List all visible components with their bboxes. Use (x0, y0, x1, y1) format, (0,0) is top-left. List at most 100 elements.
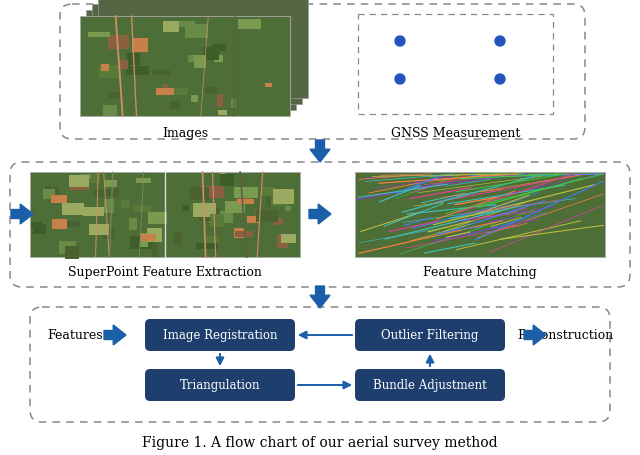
FancyBboxPatch shape (136, 179, 151, 184)
FancyBboxPatch shape (214, 56, 223, 63)
FancyBboxPatch shape (132, 39, 148, 53)
FancyBboxPatch shape (81, 175, 91, 179)
FancyBboxPatch shape (103, 229, 113, 239)
FancyBboxPatch shape (80, 17, 290, 117)
Circle shape (495, 37, 505, 47)
FancyBboxPatch shape (30, 172, 165, 258)
FancyBboxPatch shape (44, 190, 56, 199)
FancyBboxPatch shape (163, 22, 179, 33)
FancyBboxPatch shape (156, 89, 177, 96)
Text: Outlier Filtering: Outlier Filtering (381, 329, 479, 342)
Polygon shape (310, 141, 330, 162)
FancyBboxPatch shape (218, 111, 227, 116)
Text: Features: Features (47, 329, 103, 342)
FancyBboxPatch shape (99, 66, 121, 79)
FancyBboxPatch shape (70, 185, 89, 190)
FancyBboxPatch shape (127, 54, 140, 66)
FancyBboxPatch shape (86, 11, 296, 111)
FancyBboxPatch shape (264, 84, 272, 88)
FancyBboxPatch shape (108, 35, 129, 50)
FancyBboxPatch shape (196, 243, 218, 249)
FancyBboxPatch shape (179, 22, 195, 28)
FancyBboxPatch shape (285, 207, 291, 212)
FancyBboxPatch shape (152, 245, 158, 257)
FancyBboxPatch shape (212, 45, 226, 51)
FancyBboxPatch shape (273, 190, 294, 205)
FancyBboxPatch shape (147, 229, 162, 243)
FancyBboxPatch shape (33, 225, 46, 234)
FancyBboxPatch shape (84, 175, 100, 183)
FancyBboxPatch shape (175, 233, 180, 246)
FancyBboxPatch shape (69, 176, 89, 187)
FancyBboxPatch shape (102, 65, 109, 72)
Polygon shape (11, 205, 33, 224)
FancyBboxPatch shape (145, 319, 295, 351)
Text: Figure 1. A flow chart of our aerial survey method: Figure 1. A flow chart of our aerial sur… (142, 435, 498, 449)
FancyBboxPatch shape (103, 106, 117, 116)
FancyBboxPatch shape (225, 201, 244, 213)
FancyBboxPatch shape (234, 187, 258, 199)
FancyBboxPatch shape (174, 89, 188, 96)
Text: Triangulation: Triangulation (180, 379, 260, 392)
FancyBboxPatch shape (59, 242, 76, 254)
FancyBboxPatch shape (45, 187, 60, 197)
FancyBboxPatch shape (104, 200, 115, 214)
FancyBboxPatch shape (185, 25, 208, 39)
FancyBboxPatch shape (239, 20, 261, 30)
Text: Reconstruction: Reconstruction (517, 329, 613, 342)
FancyBboxPatch shape (204, 48, 219, 61)
FancyBboxPatch shape (63, 222, 79, 227)
Circle shape (395, 37, 405, 47)
FancyBboxPatch shape (236, 232, 253, 238)
FancyBboxPatch shape (205, 237, 219, 245)
FancyBboxPatch shape (93, 190, 118, 197)
FancyBboxPatch shape (237, 198, 250, 203)
Polygon shape (104, 325, 126, 345)
FancyBboxPatch shape (355, 172, 605, 258)
FancyBboxPatch shape (165, 172, 300, 258)
FancyBboxPatch shape (148, 212, 166, 224)
FancyBboxPatch shape (237, 200, 253, 205)
FancyBboxPatch shape (140, 234, 156, 242)
FancyBboxPatch shape (88, 224, 109, 236)
FancyBboxPatch shape (121, 201, 131, 209)
FancyBboxPatch shape (256, 211, 278, 222)
FancyBboxPatch shape (92, 5, 302, 105)
FancyBboxPatch shape (108, 93, 121, 98)
FancyBboxPatch shape (152, 71, 170, 76)
FancyBboxPatch shape (220, 175, 234, 186)
FancyBboxPatch shape (200, 208, 220, 222)
Text: Bundle Adjustment: Bundle Adjustment (373, 379, 487, 392)
FancyBboxPatch shape (31, 222, 42, 228)
FancyBboxPatch shape (266, 198, 271, 207)
Text: GNSS Measurement: GNSS Measurement (391, 127, 520, 140)
FancyBboxPatch shape (51, 196, 67, 204)
FancyBboxPatch shape (63, 203, 84, 215)
FancyBboxPatch shape (246, 217, 259, 223)
FancyBboxPatch shape (170, 102, 180, 109)
FancyBboxPatch shape (140, 234, 148, 248)
FancyBboxPatch shape (129, 218, 138, 230)
FancyBboxPatch shape (188, 56, 207, 62)
FancyBboxPatch shape (273, 219, 284, 226)
FancyBboxPatch shape (189, 188, 209, 200)
FancyBboxPatch shape (194, 56, 206, 69)
FancyBboxPatch shape (163, 85, 168, 92)
FancyBboxPatch shape (210, 214, 224, 227)
FancyBboxPatch shape (220, 174, 225, 181)
FancyBboxPatch shape (358, 15, 553, 115)
FancyBboxPatch shape (145, 369, 295, 401)
FancyBboxPatch shape (130, 237, 154, 250)
FancyBboxPatch shape (355, 369, 505, 401)
FancyBboxPatch shape (277, 235, 288, 248)
FancyBboxPatch shape (218, 95, 223, 107)
FancyBboxPatch shape (234, 228, 244, 238)
Text: SuperPoint Feature Extraction: SuperPoint Feature Extraction (68, 265, 262, 278)
FancyBboxPatch shape (183, 205, 189, 212)
FancyBboxPatch shape (205, 87, 217, 94)
FancyBboxPatch shape (193, 203, 216, 218)
FancyBboxPatch shape (266, 197, 288, 207)
FancyBboxPatch shape (98, 0, 308, 99)
FancyBboxPatch shape (255, 210, 273, 215)
FancyBboxPatch shape (355, 319, 505, 351)
